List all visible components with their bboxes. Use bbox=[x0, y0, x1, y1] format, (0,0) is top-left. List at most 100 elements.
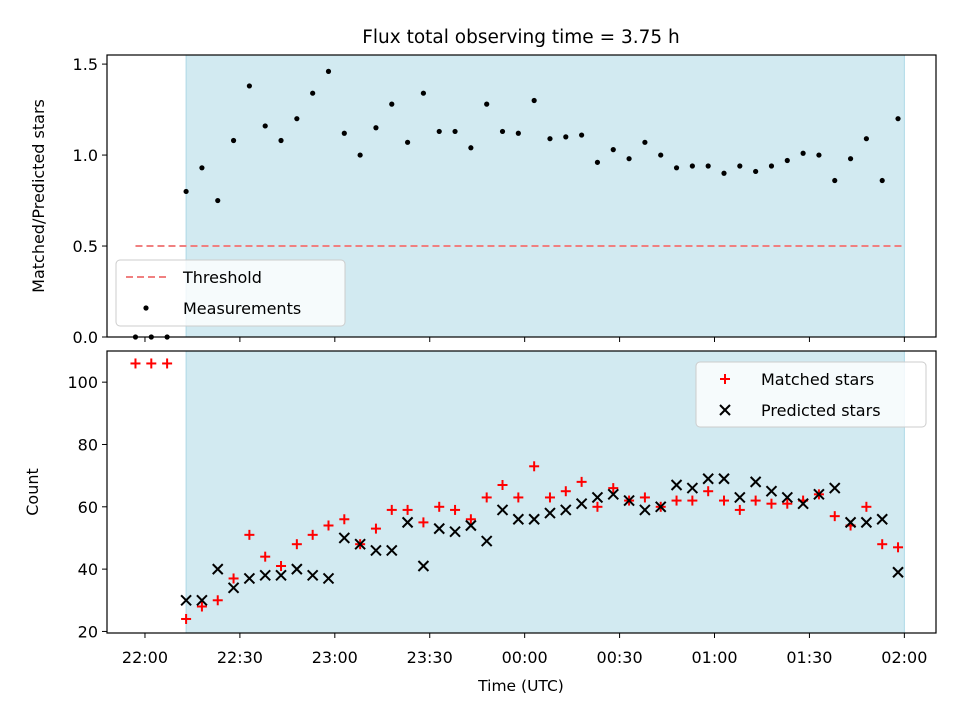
y-axis-label: Matched/Predicted stars bbox=[29, 99, 48, 293]
y-tick-label: 60 bbox=[78, 498, 98, 517]
matched-star-marker bbox=[402, 504, 413, 515]
marker-stroke bbox=[813, 488, 825, 501]
marker-stroke bbox=[655, 501, 667, 513]
predicted-star-marker bbox=[639, 504, 651, 516]
marker-stroke bbox=[259, 569, 271, 582]
predicted-star-marker bbox=[370, 544, 382, 557]
marker-stroke bbox=[607, 488, 619, 501]
matched-star-marker bbox=[829, 511, 840, 522]
predicted-star-marker bbox=[892, 566, 904, 578]
plot-frame bbox=[106, 350, 937, 634]
matched-star-marker bbox=[529, 461, 540, 472]
marker-stroke bbox=[354, 538, 366, 550]
matched-star-marker bbox=[703, 486, 714, 497]
matched-star-marker bbox=[608, 483, 619, 494]
predicted-star-marker bbox=[496, 504, 509, 516]
matched-star-marker bbox=[181, 613, 192, 624]
predicted-star-marker bbox=[575, 497, 588, 510]
predicted-star-marker bbox=[560, 504, 572, 516]
measurement-point bbox=[895, 116, 901, 122]
marker-stroke bbox=[465, 519, 477, 532]
predicted-star-marker bbox=[844, 516, 857, 529]
measurement-point bbox=[610, 147, 616, 153]
measurement-point bbox=[325, 68, 332, 74]
predicted-star-marker bbox=[702, 473, 714, 485]
legend-threshold-label: Threshold bbox=[182, 268, 262, 287]
matched-star-marker bbox=[782, 498, 793, 509]
matched-star-marker bbox=[481, 492, 492, 503]
matched-star-marker bbox=[513, 492, 524, 503]
marker-stroke bbox=[686, 482, 699, 494]
predicted-star-marker bbox=[797, 497, 809, 510]
marker-stroke bbox=[797, 497, 809, 510]
measurement-point bbox=[294, 116, 300, 122]
marker-stroke bbox=[212, 563, 224, 575]
predicted-star-marker bbox=[765, 485, 778, 497]
measurement-point bbox=[373, 125, 379, 131]
marker-stroke bbox=[417, 560, 430, 572]
marker-stroke bbox=[639, 504, 651, 516]
y-tick-label: 1.0 bbox=[73, 146, 98, 165]
predicted-star-marker bbox=[813, 488, 825, 501]
predicted-star-marker bbox=[829, 482, 841, 494]
measurement-point bbox=[753, 168, 759, 175]
predicted-star-marker bbox=[655, 501, 667, 513]
chart-title: Flux total observing time = 3.75 h bbox=[362, 27, 680, 48]
matched-star-marker bbox=[671, 495, 682, 506]
measurement-point bbox=[768, 163, 775, 169]
legend-frame bbox=[695, 361, 927, 428]
marker-stroke bbox=[560, 504, 572, 516]
measurement-point bbox=[705, 163, 711, 169]
predicted-star-marker bbox=[417, 560, 430, 572]
matched-star-marker bbox=[307, 529, 318, 540]
marker-stroke bbox=[322, 572, 335, 585]
measurement-point bbox=[721, 170, 727, 176]
matched-star-marker bbox=[861, 501, 872, 512]
marker-stroke bbox=[702, 473, 714, 485]
predicted-star-marker bbox=[876, 513, 888, 525]
marker-stroke bbox=[749, 476, 762, 488]
matched-star-marker bbox=[560, 486, 571, 497]
x-tick-label: 01:00 bbox=[691, 648, 737, 667]
top-panel: 0.0 0.5 1.0 1.5 Matched/Predicted stars Thres… bbox=[29, 54, 937, 347]
measurement-point bbox=[389, 101, 395, 107]
predicted-star-marker bbox=[528, 513, 540, 525]
measurement-point bbox=[594, 159, 601, 165]
predicted-star-marker bbox=[243, 572, 256, 585]
matched-star-marker bbox=[639, 492, 650, 503]
measurement-point bbox=[452, 128, 458, 135]
matched-star-marker bbox=[719, 495, 730, 506]
measurement-point bbox=[183, 188, 189, 195]
y-tick-label: 80 bbox=[78, 435, 98, 454]
marker-stroke bbox=[829, 482, 841, 494]
x-tick-label: 00:00 bbox=[502, 648, 548, 667]
marker-stroke bbox=[892, 566, 904, 578]
matched-star-marker bbox=[450, 504, 461, 515]
marker-stroke bbox=[623, 494, 635, 507]
marker-stroke bbox=[480, 535, 493, 547]
predicted-star-marker bbox=[291, 563, 303, 575]
matched-star-marker bbox=[276, 561, 287, 572]
predicted-star-marker bbox=[354, 538, 366, 550]
predicted-star-marker bbox=[781, 491, 793, 504]
matched-star-marker bbox=[877, 539, 888, 550]
matched-star-marker bbox=[228, 573, 239, 584]
measurement-point bbox=[420, 90, 427, 96]
predicted-star-marker bbox=[227, 582, 240, 594]
predicted-star-marker bbox=[465, 519, 477, 532]
measurement-point bbox=[436, 128, 442, 135]
marker-stroke bbox=[338, 532, 351, 544]
matched-star-marker bbox=[370, 523, 381, 534]
legend-measurements-label: Measurements bbox=[183, 299, 301, 318]
marker-stroke bbox=[544, 507, 556, 519]
matched-star-marker bbox=[386, 504, 397, 515]
marker-stroke bbox=[876, 513, 888, 525]
predicted-star-marker bbox=[322, 572, 335, 585]
matched-star-marker bbox=[592, 501, 603, 512]
predicted-star-marker bbox=[306, 569, 319, 582]
measurement-point bbox=[262, 123, 268, 129]
x-tick-label: 23:30 bbox=[407, 648, 453, 667]
legend-measurements-swatch bbox=[143, 305, 149, 311]
measurement-point bbox=[357, 152, 363, 158]
